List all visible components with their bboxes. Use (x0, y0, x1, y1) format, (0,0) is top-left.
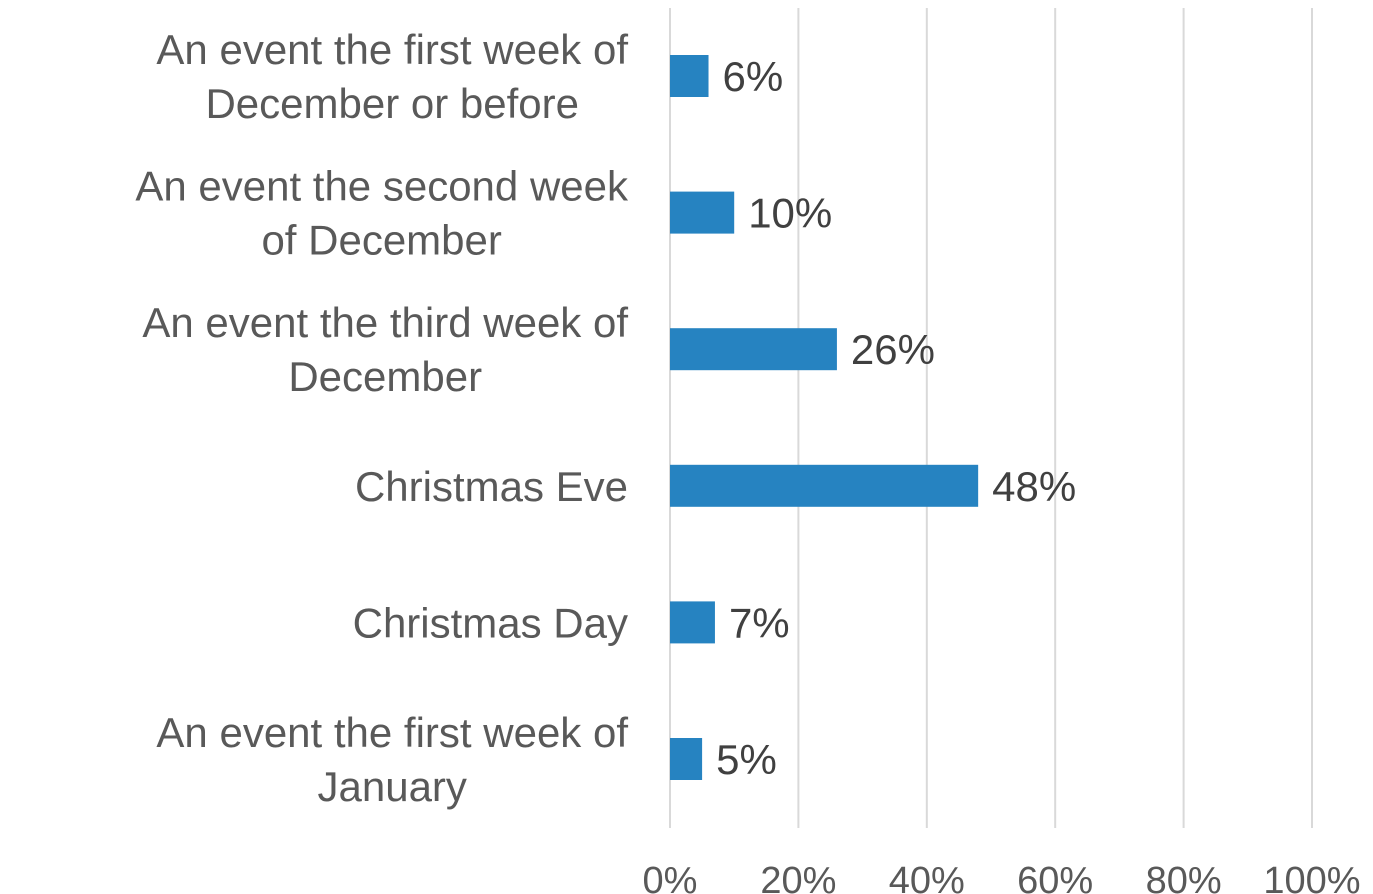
x-tick-label: 20% (760, 860, 836, 894)
bar-value-label: 48% (992, 463, 1076, 510)
bar (670, 191, 735, 234)
bar (670, 601, 715, 644)
category-label: An event the first week of December or be… (156, 26, 628, 127)
category-label-line: An event the first week of (156, 26, 628, 73)
category-label: Christmas Day (353, 599, 628, 646)
category-label-line: of December (261, 217, 501, 264)
category-label-line: An event the second week (135, 163, 629, 210)
x-tick-label: 100% (1263, 860, 1360, 894)
x-tick-label: 60% (1017, 860, 1093, 894)
bar-value-label: 7% (729, 599, 790, 646)
bar (670, 328, 837, 371)
bar-value-label: 10% (748, 190, 832, 237)
bar-value-label: 5% (716, 736, 777, 783)
category-label: Christmas Eve (355, 463, 628, 510)
bar-value-label: 6% (723, 53, 784, 100)
category-label-line: December or before (205, 80, 579, 127)
category-label: An event the second week of December (135, 163, 629, 264)
category-label-line: December (288, 353, 482, 400)
bar (670, 55, 709, 97)
category-label-line: January (318, 763, 467, 810)
category-label-line: An event the first week of (156, 709, 628, 756)
bar (670, 464, 979, 507)
category-label: An event the third week of December (142, 299, 628, 400)
x-tick-label: 40% (889, 860, 965, 894)
bar (670, 738, 703, 780)
x-tick-label: 0% (643, 860, 698, 894)
category-label-line: An event the third week of (142, 299, 628, 346)
x-tick-label: 80% (1146, 860, 1222, 894)
category-label: An event the first week of January (156, 709, 628, 810)
bar-value-label: 26% (851, 326, 935, 373)
